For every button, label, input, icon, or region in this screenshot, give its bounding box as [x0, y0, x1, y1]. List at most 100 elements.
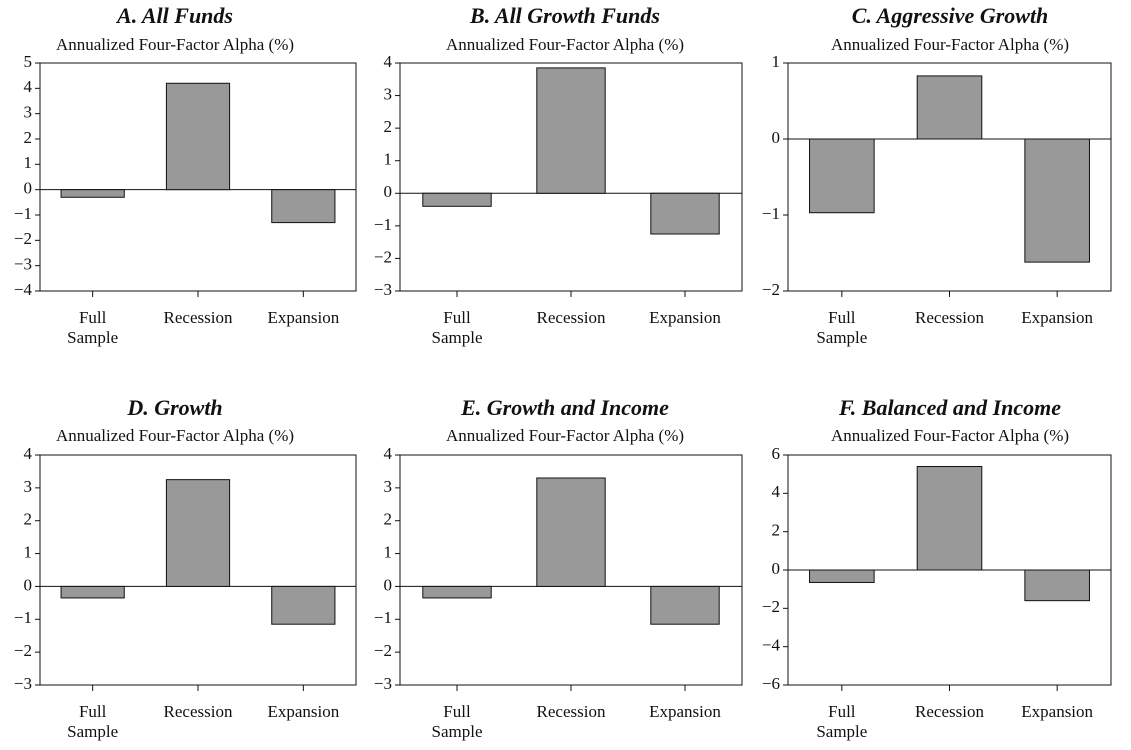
bar	[422, 585, 492, 599]
y-tick-label: 3	[384, 84, 393, 103]
axis-label: Annualized Four-Factor Alpha (%)	[56, 426, 294, 445]
y-tick-label: 1	[384, 542, 393, 561]
bar	[536, 477, 606, 587]
x-tick-label-box: Full Sample	[816, 702, 868, 741]
y-tick-label: 1	[24, 153, 33, 172]
x-tick-label-box: Expansion	[1021, 308, 1094, 327]
x-tick-label-box: Full Sample	[431, 308, 483, 347]
y-tick-label: 4	[384, 444, 393, 463]
x-tick-label-box: Recession	[163, 702, 233, 721]
y-tick-label: 1	[772, 52, 781, 71]
y-tick-label: −2	[374, 247, 392, 266]
bar	[1024, 138, 1090, 263]
y-tick-label: 4	[772, 482, 781, 501]
x-tick-label-box: Recession	[915, 702, 984, 721]
y-tick-label: 0	[24, 575, 33, 594]
y-tick-label: 3	[24, 477, 33, 496]
x-tick-label: Expansion	[649, 308, 721, 327]
y-tick-label: −1	[762, 204, 780, 223]
bar	[536, 67, 606, 194]
x-tick-label: Full Sample	[816, 308, 868, 347]
x-tick-label-box: Expansion	[1021, 702, 1094, 721]
y-tick-label: 0	[772, 559, 781, 578]
x-tick-label: Recession	[915, 702, 984, 721]
x-tick-label-box: Expansion	[267, 308, 340, 327]
x-tick-label: Recession	[163, 308, 233, 327]
x-tick-label-box: Recession	[915, 308, 984, 327]
bar	[916, 75, 983, 140]
x-tick-label-box: Full Sample	[431, 702, 483, 741]
x-tick-label: Full Sample	[431, 308, 483, 347]
axis-label: Annualized Four-Factor Alpha (%)	[446, 35, 684, 54]
y-tick-label: −2	[762, 597, 780, 616]
y-tick-label: −6	[762, 674, 780, 693]
x-tick-label: Full Sample	[816, 702, 868, 741]
panel-title: A. All Funds	[115, 3, 233, 28]
bar	[60, 189, 125, 198]
x-tick-label-box: Expansion	[267, 702, 340, 721]
x-tick-label-box: Full Sample	[67, 308, 119, 347]
panel-title: D. Growth	[126, 395, 222, 420]
x-tick-label: Expansion	[267, 308, 340, 327]
x-tick-label: Expansion	[267, 702, 340, 721]
x-tick-label-box: Full Sample	[816, 308, 868, 347]
x-tick-label-box: Full Sample	[67, 702, 119, 741]
axis-label: Annualized Four-Factor Alpha (%)	[831, 35, 1069, 54]
x-tick-label-box: Recession	[537, 308, 606, 327]
y-tick-label: 6	[772, 444, 781, 463]
y-tick-label: −3	[14, 255, 32, 274]
y-tick-label: 1	[24, 542, 33, 561]
y-tick-label: −2	[374, 641, 392, 660]
bar	[422, 192, 492, 207]
x-tick-label: Recession	[915, 308, 984, 327]
bar	[271, 189, 336, 224]
y-tick-label: −3	[14, 674, 32, 693]
axis-label: Annualized Four-Factor Alpha (%)	[446, 426, 684, 445]
bar	[809, 138, 875, 214]
panel-title: F. Balanced and Income	[838, 395, 1061, 420]
panel-title: C. Aggressive Growth	[852, 3, 1049, 28]
bar	[60, 585, 125, 599]
y-tick-label: 1	[384, 150, 393, 169]
x-tick-label: Expansion	[649, 702, 721, 721]
bar	[1024, 569, 1090, 602]
bar	[165, 82, 231, 191]
y-tick-label: −4	[762, 636, 781, 655]
y-tick-label: −3	[374, 280, 392, 299]
y-tick-label: 0	[384, 182, 393, 201]
y-tick-label: 2	[24, 128, 33, 147]
x-tick-label: Full Sample	[67, 702, 119, 741]
panel-title: E. Growth and Income	[460, 395, 669, 420]
y-tick-label: 4	[384, 52, 393, 71]
y-tick-label: 0	[24, 179, 33, 198]
y-tick-label: −1	[14, 204, 32, 223]
bar	[165, 479, 231, 587]
y-tick-label: 2	[384, 117, 393, 136]
y-tick-label: 2	[384, 510, 393, 529]
y-tick-label: −1	[374, 608, 392, 627]
y-tick-label: 4	[24, 77, 33, 96]
x-tick-label: Recession	[163, 702, 233, 721]
y-tick-label: −4	[14, 280, 33, 299]
x-tick-label: Expansion	[1021, 308, 1094, 327]
x-tick-label-box: Expansion	[649, 702, 721, 721]
axis-label: Annualized Four-Factor Alpha (%)	[56, 35, 294, 54]
y-tick-label: 3	[384, 477, 393, 496]
x-tick-label: Recession	[536, 702, 606, 721]
y-tick-label: 0	[384, 575, 393, 594]
x-tick-label: Expansion	[1021, 702, 1094, 721]
bar	[271, 585, 336, 625]
axis-label: Annualized Four-Factor Alpha (%)	[831, 426, 1069, 445]
y-tick-label: 4	[24, 444, 33, 463]
x-tick-label-box: Recession	[163, 308, 233, 327]
x-tick-label: Full Sample	[67, 308, 119, 347]
bar	[809, 569, 875, 583]
y-tick-label: 0	[772, 128, 781, 147]
x-tick-label: Full Sample	[431, 702, 483, 741]
y-tick-label: −3	[374, 674, 392, 693]
y-tick-label: −1	[14, 608, 32, 627]
bar	[916, 466, 983, 571]
y-tick-label: −2	[762, 280, 780, 299]
